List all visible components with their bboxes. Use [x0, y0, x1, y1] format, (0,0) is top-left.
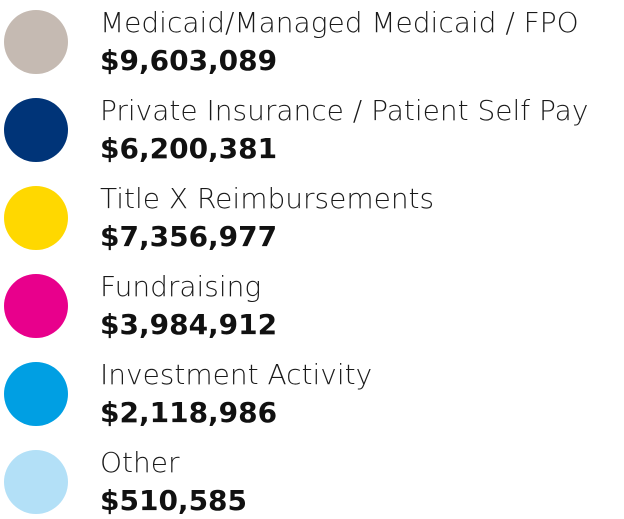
item-amount: $6,200,381 — [100, 132, 277, 165]
item-label: Medicaid/Managed Medicaid / FPO — [100, 6, 579, 39]
item-amount: $9,603,089 — [100, 44, 277, 77]
color-swatch — [4, 450, 68, 514]
item-label: Title X Reimbursements — [100, 182, 434, 215]
item-amount: $510,585 — [100, 484, 247, 517]
color-swatch — [4, 98, 68, 162]
item-label: Other — [100, 446, 180, 479]
item-label: Private Insurance / Patient Self Pay — [100, 94, 588, 127]
color-swatch — [4, 362, 68, 426]
color-swatch — [4, 10, 68, 74]
item-amount: $3,984,912 — [100, 308, 277, 341]
item-label: Investment Activity — [100, 358, 372, 391]
item-amount: $7,356,977 — [100, 220, 277, 253]
item-amount: $2,118,986 — [100, 396, 277, 429]
item-label: Fundraising — [100, 270, 261, 303]
color-swatch — [4, 186, 68, 250]
color-swatch — [4, 274, 68, 338]
